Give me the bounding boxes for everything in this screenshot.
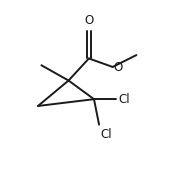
Text: Cl: Cl [119,93,130,106]
Text: O: O [114,61,123,74]
Text: O: O [84,14,94,27]
Text: Cl: Cl [100,128,112,141]
